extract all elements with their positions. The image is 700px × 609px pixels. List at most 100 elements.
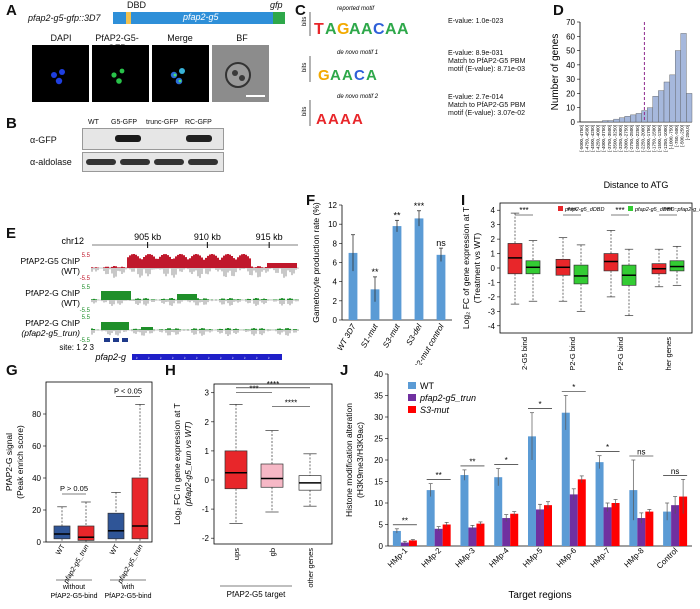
sig-label: **: [436, 471, 442, 480]
bar-2: [408, 540, 417, 546]
y-tick-label: 8: [333, 239, 338, 248]
y-tick-label: 20: [374, 456, 383, 465]
plot-frame: [45, 381, 153, 543]
y-tick-label: 2: [491, 235, 496, 244]
x-tick-label: HMp-3: [454, 546, 478, 570]
y-tick-label: 3: [205, 389, 210, 398]
x-axis-label: Distance to ATG: [604, 180, 669, 190]
group-label: with: [121, 584, 135, 591]
motif-ylabel-0: bits: [302, 17, 308, 26]
y-tick-label: 0: [379, 542, 384, 551]
y-tick-label: -2: [202, 534, 210, 543]
panel-label-b: B: [6, 115, 17, 132]
y-tick-label: 60: [32, 442, 41, 451]
sig-label: ****: [285, 398, 297, 407]
bar-1: [603, 507, 612, 546]
x-tick-label: HMp-6: [555, 546, 579, 570]
bar-2: [510, 513, 519, 546]
motif-denovo-1: de novo motif 1 bits G A A C A: [302, 50, 378, 84]
x-tick-label: [-5000,-4750]: [579, 125, 584, 152]
merge-image: [152, 45, 209, 102]
x-tick-label: WT: [109, 543, 121, 557]
y-tick-label: 0: [491, 264, 496, 273]
y-tick-label: 60: [566, 32, 575, 41]
motif-ylabel-2: bits: [302, 107, 308, 116]
kb-tick-label: 915 kb: [256, 232, 283, 242]
x-tick-label: WT: [55, 543, 67, 557]
svg-text:T: T: [314, 21, 324, 38]
gene-construct-bar: pfap2-g5: [113, 12, 273, 24]
svg-text:A: A: [361, 21, 373, 38]
hist-bar: [602, 120, 609, 123]
y-axis-label-2: (pfap2-g5_trun vs WT): [183, 421, 193, 506]
box-0: [507, 212, 523, 305]
motif-stats-1: E-value: 8.9e-031 Match to PfAP2-G5 PBM mo…: [448, 50, 526, 73]
track-sub: (WT): [61, 298, 80, 308]
x-tick-label: HMp-2: [420, 546, 444, 570]
group-label: PfAP2-G5-bind: [104, 593, 151, 600]
y-tick-label: 10: [374, 499, 383, 508]
x-tick-label: [-3750,-3500]: [607, 125, 612, 152]
box-2: [107, 492, 125, 543]
y-tick-label: 3: [491, 221, 496, 230]
svg-text:A: A: [330, 67, 341, 84]
hist-bar: [663, 81, 670, 123]
box: [53, 525, 71, 540]
svg-text:G: G: [337, 21, 349, 38]
track-name: PfAP2-G ChIP: [25, 318, 80, 328]
panel-label-e: E: [6, 225, 17, 242]
legend-label: pfap2-g5_trun: [419, 393, 476, 403]
sig-label: **: [402, 516, 408, 525]
x-tick-label: [-4750,-4500]: [584, 125, 589, 152]
x-tick-label: S3-mut: [381, 322, 402, 350]
y-tick-label: 10: [328, 220, 337, 229]
x-tick-label: pfap2-g5_trun: [116, 543, 144, 585]
x-tick-label: [-2000,-1750]: [646, 125, 651, 152]
hist-bar: [646, 107, 653, 123]
hist-bar: [652, 96, 659, 123]
hist-bar: [674, 50, 681, 123]
bar: [370, 289, 380, 320]
box-0: [224, 404, 248, 524]
bar-2: [476, 523, 485, 546]
x-tick-label: other genes: [664, 337, 673, 370]
box-1: [525, 240, 541, 302]
y-tick-label: 25: [374, 435, 383, 444]
x-tick-label: [-250,0]: [685, 125, 690, 140]
binding-site-box: [104, 338, 110, 342]
x-tick-label: [-2250,-2000]: [640, 125, 645, 152]
x-tick-label: only PfAP2-G5 bind: [520, 337, 529, 370]
track-hi: 5.5: [82, 285, 91, 291]
motif-stats-2: E-value: 2.7e-014 Match to PfAP2-G5 PBM mo…: [448, 94, 526, 117]
group-label: PfAP2-G5-bind: [50, 593, 97, 600]
legend-swatch: [408, 394, 416, 401]
y-tick-label: 0: [205, 476, 210, 485]
x-tick-label: HMp-7: [589, 546, 613, 570]
track-hi: 5.5: [82, 253, 91, 259]
box-1: [260, 430, 284, 513]
y-axis-label-2: (Peak enrich score): [15, 425, 25, 499]
chart-j-bars: 0510152025303540**HMp-1**HMp-2**HMp-3*HM…: [344, 370, 692, 601]
bar-0: [392, 530, 401, 546]
gene-model: [132, 354, 282, 360]
bar-1: [536, 509, 544, 546]
x-tick-label: [-4250,-4000]: [596, 125, 601, 152]
x-tick-label: [-4000,-3750]: [601, 125, 606, 152]
svg-text:A: A: [349, 21, 361, 38]
sig-label: ***: [615, 206, 624, 215]
bar-2: [577, 479, 586, 546]
bar-1: [502, 518, 511, 546]
bar-1: [671, 505, 680, 546]
svg-text:A: A: [325, 21, 337, 38]
y-tick-label: 2: [205, 418, 210, 427]
hist-bar: [613, 118, 620, 123]
y-tick-label: 5: [379, 521, 384, 530]
x-tick-label: [-750,-500]: [674, 125, 679, 147]
y-tick-label: -2: [488, 293, 496, 302]
gene-arrow: ›: [136, 356, 138, 362]
lane-wt: WT: [88, 119, 99, 126]
y-axis-label: PfAP2-G signal: [4, 433, 14, 491]
legend-swatch: [408, 382, 416, 389]
